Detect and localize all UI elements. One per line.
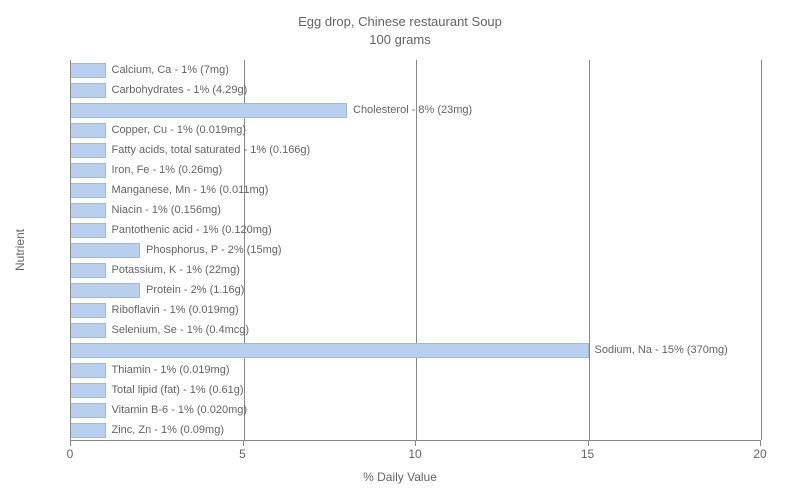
bar-label: Sodium, Na - 15% (370mg) <box>595 343 728 358</box>
gridline <box>589 60 590 440</box>
bar-label: Copper, Cu - 1% (0.019mg) <box>112 123 247 138</box>
plot-area: Calcium, Ca - 1% (7mg) Carbohydrates - 1%… <box>70 60 761 441</box>
bar <box>71 83 106 98</box>
x-tick <box>70 440 71 446</box>
bar <box>71 383 106 398</box>
bar <box>71 143 106 158</box>
bar <box>71 63 106 78</box>
x-tick <box>415 440 416 446</box>
bar-label: Niacin - 1% (0.156mg) <box>112 203 221 218</box>
bar-label: Carbohydrates - 1% (4.29g) <box>112 83 248 98</box>
chart-title-line2: 100 grams <box>0 32 800 47</box>
x-tick-label: 5 <box>239 447 246 461</box>
x-tick <box>760 440 761 446</box>
bar-label: Riboflavin - 1% (0.019mg) <box>112 303 239 318</box>
x-tick-label: 10 <box>408 447 421 461</box>
bar-label: Total lipid (fat) - 1% (0.61g) <box>112 383 244 398</box>
bar <box>71 203 106 218</box>
bar <box>71 283 140 298</box>
bar-label: Manganese, Mn - 1% (0.011mg) <box>112 183 269 198</box>
bar <box>71 123 106 138</box>
bar <box>71 263 106 278</box>
bar <box>71 223 106 238</box>
bar <box>71 303 106 318</box>
bar <box>71 163 106 178</box>
x-tick-label: 20 <box>753 447 766 461</box>
bar-label: Zinc, Zn - 1% (0.09mg) <box>112 423 224 438</box>
bar-label: Thiamin - 1% (0.019mg) <box>112 363 230 378</box>
bar <box>71 423 106 438</box>
bar <box>71 403 106 418</box>
y-axis-label: Nutrient <box>13 229 27 271</box>
bar-label: Selenium, Se - 1% (0.4mcg) <box>112 323 250 338</box>
bar-label: Cholesterol - 8% (23mg) <box>353 103 472 118</box>
bar <box>71 183 106 198</box>
gridline <box>761 60 762 440</box>
x-axis-label: % Daily Value <box>0 470 800 484</box>
x-tick-label: 0 <box>67 447 74 461</box>
bar-label: Iron, Fe - 1% (0.26mg) <box>112 163 223 178</box>
bar <box>71 103 347 118</box>
bar-label: Phosphorus, P - 2% (15mg) <box>146 243 282 258</box>
chart-title-line1: Egg drop, Chinese restaurant Soup <box>0 14 800 29</box>
bar <box>71 323 106 338</box>
nutrient-bar-chart: Egg drop, Chinese restaurant Soup 100 gr… <box>0 0 800 500</box>
bar-label: Potassium, K - 1% (22mg) <box>112 263 240 278</box>
bar <box>71 243 140 258</box>
x-tick <box>588 440 589 446</box>
bar <box>71 343 589 358</box>
x-tick <box>243 440 244 446</box>
bar <box>71 363 106 378</box>
bar-label: Vitamin B-6 - 1% (0.020mg) <box>112 403 248 418</box>
bar-label: Fatty acids, total saturated - 1% (0.166… <box>112 143 311 158</box>
bar-label: Protein - 2% (1.16g) <box>146 283 244 298</box>
bar-label: Calcium, Ca - 1% (7mg) <box>112 63 229 78</box>
x-tick-label: 15 <box>581 447 594 461</box>
bar-label: Pantothenic acid - 1% (0.120mg) <box>112 223 272 238</box>
